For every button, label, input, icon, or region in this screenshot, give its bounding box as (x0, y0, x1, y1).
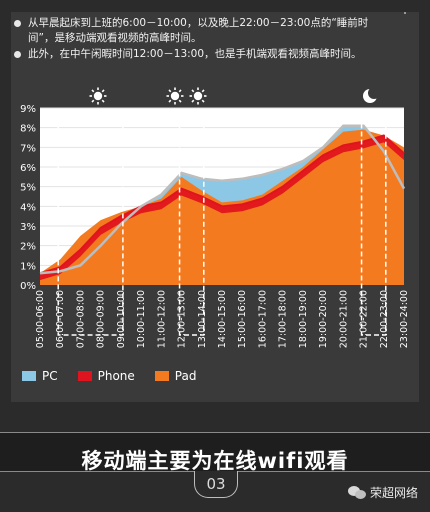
notes-list: 从早晨起床到上班的6:00－10:00，以及晚上22:00－23:00点的“睡前… (14, 16, 394, 63)
x-tick-label: 15:00-16:00 (237, 290, 248, 348)
note-item: 从早晨起床到上班的6:00－10:00，以及晚上22:00－23:00点的“睡前… (14, 16, 394, 46)
phone-line (39, 134, 405, 275)
y-tick-label: 6% (20, 163, 36, 174)
sun-ray (178, 99, 182, 103)
sun-ray (101, 99, 105, 103)
highlight-box (57, 109, 124, 336)
chart-legend: PC Phone Pad (22, 369, 196, 383)
panel-corner-mark (404, 12, 406, 14)
x-tick-label: 23:00-24:00 (399, 290, 410, 348)
moon-shadow (368, 87, 380, 99)
x-tick-label: 10:00-11:00 (136, 290, 147, 348)
y-tick-label: 0% (20, 281, 36, 292)
legend-swatch-pad (154, 371, 169, 381)
note-text: 从早晨起床到上班的6:00－10:00，以及晚上22:00－23:00点的“睡前… (28, 17, 369, 44)
x-tick-label: 05:00-06:00 (35, 290, 46, 348)
x-tick-label: 09:00-10:00 (116, 290, 127, 348)
y-tick-label: 7% (20, 143, 36, 154)
y-tick-label: 8% (20, 124, 36, 135)
x-tick-label: 13:00-14:00 (197, 290, 208, 348)
time-of-day-chart: 0% 1% 2% 3% 4% 5% 6% 7% 8% 9% 05:00-06:00 06:00-07:… (20, 87, 410, 348)
watermark-text: 荣超网络 (369, 486, 418, 500)
sun-ray (201, 89, 205, 93)
x-tick-label: 06:00-07:00 (55, 290, 66, 348)
legend-swatch-pc (22, 371, 36, 381)
x-tick-label: 08:00-09:00 (96, 290, 107, 348)
sun-icon (193, 91, 203, 101)
x-tick-label: 19:00-20:00 (318, 290, 329, 348)
legend-swatch-phone (77, 371, 92, 381)
pad-inner-area (40, 142, 404, 285)
legend-label-phone: Phone (97, 369, 135, 383)
note-item: 此外，在中午闲暇时间12:00－13:00，也是手机端观看视频高峰时间。 (14, 47, 394, 62)
watermark: 荣超网络 (347, 484, 418, 501)
x-tick-label: 07:00-08:00 (75, 290, 86, 348)
sun-ray (168, 99, 172, 103)
legend-label-pc: PC (42, 369, 58, 383)
y-tick-label: 9% (20, 104, 36, 115)
banner-title: 移动端主要为在线wifi观看 (81, 449, 349, 473)
pc-line (39, 124, 406, 275)
y-tick-label: 2% (20, 242, 36, 253)
sun-icon (170, 91, 180, 101)
sun-ray (91, 99, 95, 103)
sun-ray (201, 99, 205, 103)
legend-item-pc: PC (22, 369, 58, 383)
title-banner (0, 432, 430, 472)
sun-ray (168, 89, 172, 93)
sun-ray (191, 89, 195, 93)
bullet-icon (14, 20, 21, 27)
y-tick-label: 5% (20, 183, 36, 194)
legend-item-phone: Phone (77, 369, 135, 383)
y-tick-label: 1% (20, 261, 36, 272)
legend-label-pad: Pad (174, 369, 197, 383)
x-tick-label: 12:00-13:00 (177, 290, 188, 348)
x-tick-label: 18:00-19:00 (298, 290, 309, 348)
y-tick-label: 3% (20, 222, 36, 233)
note-text: 此外，在中午闲暇时间12:00－13:00，也是手机端观看视频高峰时间。 (28, 48, 362, 60)
x-tick-label: 14:00-15:00 (217, 290, 228, 348)
x-tick-label: 22:00-23:00 (379, 290, 390, 348)
x-tick-label: 17:00-18:00 (278, 290, 289, 348)
bullet-icon (14, 51, 21, 58)
wechat-icon (347, 485, 366, 500)
y-tick-label: 4% (20, 202, 36, 213)
highlight-box (178, 109, 205, 336)
x-tick-label: 20:00-21:00 (338, 290, 349, 348)
sun-ray (191, 99, 195, 103)
sun-ray (101, 89, 105, 93)
sun-ray (178, 89, 182, 93)
x-tick-label: 21:00-22:00 (359, 290, 370, 348)
page-number: 03 (194, 471, 238, 498)
highlight-box (360, 109, 387, 336)
x-tick-label: 11:00-12:00 (156, 290, 167, 348)
sun-ray (91, 89, 95, 93)
legend-item-pad: Pad (154, 369, 197, 383)
x-tick-label: 16:00-17:00 (257, 290, 268, 348)
sun-icon (93, 91, 103, 101)
